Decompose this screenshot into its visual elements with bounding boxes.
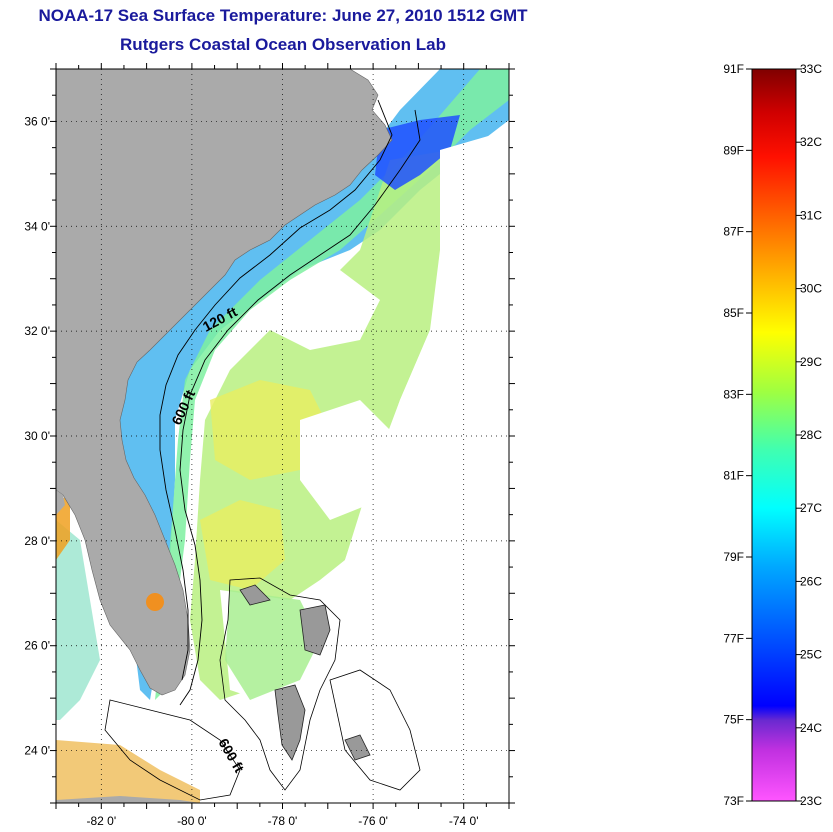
colorbar-f-label: 87F (723, 225, 744, 239)
colorbar-c-label: 29C (800, 355, 822, 369)
colorbar-c-label: 24C (800, 721, 822, 735)
colorbar-f-label: 77F (723, 631, 744, 645)
land-us-coast (56, 69, 393, 696)
land-bahamas (274, 684, 306, 761)
lat-tick-label: 24 0' (24, 744, 50, 758)
colorbar-c-label: 31C (800, 208, 822, 222)
sst-gulf-mottled (56, 740, 200, 803)
colorbar-c-label: 23C (800, 794, 822, 808)
colorbar-c-label: 26C (800, 574, 822, 588)
lat-tick-label: 30 0' (24, 429, 50, 443)
lat-tick-label: 32 0' (24, 324, 50, 338)
colorbar-f-label: 89F (723, 143, 744, 157)
lon-tick-label: -80 0' (177, 814, 207, 828)
map-title: NOAA-17 Sea Surface Temperature: June 27… (38, 6, 528, 25)
graticule-grid (56, 69, 509, 803)
colorbar-f-label: 75F (723, 713, 744, 727)
map-subtitle: Rutgers Coastal Ocean Observation Lab (120, 35, 446, 54)
colorbar-f-label: 83F (723, 387, 744, 401)
sst-cool-patch (375, 115, 460, 190)
land-bahamas (299, 604, 331, 656)
colorbar-labels: 91F 89F 87F 85F 83F 81F 79F 77F 75F 73F 33C 32C 31C 3… (723, 62, 822, 808)
colorbar-c-label: 30C (800, 282, 822, 296)
land-gulf-corner (56, 490, 65, 515)
lat-tick-label: 36 0' (24, 114, 50, 128)
contour-bahamas-east (329, 669, 421, 791)
lon-tick-label: -76 0' (358, 814, 388, 828)
contour-bahamas (219, 577, 341, 791)
colorbar (751, 68, 797, 802)
lon-tick-label: -74 0' (449, 814, 479, 828)
colorbar-f-label: 91F (723, 62, 744, 76)
lat-tick-label: 34 0' (24, 219, 50, 233)
sst-bahamas-swath (225, 590, 320, 700)
contour-600ft (179, 109, 421, 706)
cloud-mask (270, 270, 380, 350)
lon-tick-label: -78 0' (268, 814, 298, 828)
colorbar-c-label: 32C (800, 135, 822, 149)
colorbar-c-label: 33C (800, 62, 822, 76)
sst-gulf-swath (56, 520, 100, 720)
axis-ticks: -82 0' -80 0' -78 0' -76 0' -74 0' 36 0' 34 0'… (24, 63, 515, 828)
lat-tick-label: 26 0' (24, 639, 50, 653)
colorbar-c-label: 25C (800, 648, 822, 662)
sst-gulf-warm (56, 495, 70, 560)
colorbar-f-label: 85F (723, 306, 744, 320)
land-bahamas (239, 584, 271, 606)
lon-tick-label: -82 0' (86, 814, 116, 828)
land-cuba (56, 796, 200, 803)
land-bahamas (344, 734, 371, 761)
cloud-mask (56, 130, 509, 803)
lake-okeechobee (146, 593, 164, 611)
colorbar-f-label: 81F (723, 469, 744, 483)
lat-tick-label: 28 0' (24, 534, 50, 548)
contour-south (104, 699, 241, 801)
sst-warm-patch (200, 500, 285, 590)
colorbar-f-label: 73F (723, 794, 744, 808)
contour-120ft (159, 99, 393, 681)
colorbar-f-label: 79F (723, 550, 744, 564)
colorbar-c-label: 28C (800, 428, 822, 442)
colorbar-c-label: 27C (800, 501, 822, 515)
